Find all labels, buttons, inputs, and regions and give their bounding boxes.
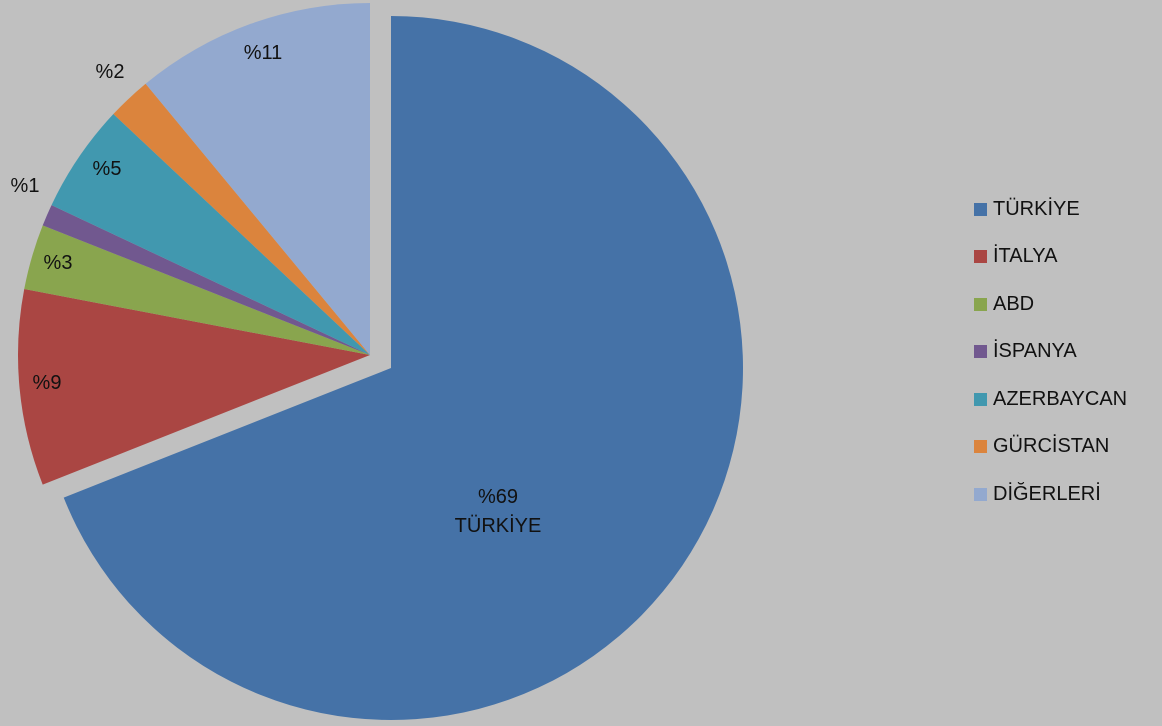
legend-swatch-2 bbox=[974, 297, 987, 311]
pie-slice-2 bbox=[24, 225, 370, 355]
legend-item-3: İSPANYA bbox=[974, 340, 1127, 364]
pie-slice-0 bbox=[63, 16, 743, 720]
legend-label-2: ABD bbox=[993, 292, 1035, 315]
legend-item-4: AZERBAYCAN bbox=[974, 387, 1127, 411]
slice-label-0: %69 bbox=[478, 486, 518, 508]
legend-label-3: İSPANYA bbox=[993, 340, 1077, 362]
legend-swatch-6 bbox=[974, 487, 987, 501]
pie-slice-5 bbox=[113, 83, 370, 356]
legend-item-5: GÜRCİSTAN bbox=[974, 435, 1127, 459]
legend-item-0: TÜRKİYE bbox=[974, 197, 1127, 221]
legend-item-2: ABD bbox=[974, 292, 1127, 316]
legend-item-6: DİĞERLERİ bbox=[974, 482, 1127, 506]
legend-swatch-1 bbox=[974, 250, 987, 263]
slice-label-6: %11 bbox=[244, 42, 283, 64]
slice-label-4: %5 bbox=[93, 158, 122, 180]
pie-slice-1 bbox=[17, 289, 370, 485]
slice-label-5: %2 bbox=[96, 61, 125, 83]
pie-slice-6 bbox=[145, 3, 370, 355]
legend-swatch-4 bbox=[974, 392, 987, 406]
pie-slice-4 bbox=[51, 114, 370, 355]
legend-swatch-0 bbox=[974, 202, 987, 216]
legend: TÜRKİYE İTALYA ABD İSPANYA AZERBAYCAN GÜRCİST… bbox=[974, 197, 1127, 530]
legend-label-4: AZERBAYCAN bbox=[993, 387, 1128, 410]
legend-label-6: DİĞERLERİ bbox=[993, 482, 1101, 505]
slice-label-2: %3 bbox=[44, 252, 73, 274]
legend-item-1: İTALYA bbox=[974, 245, 1127, 269]
legend-swatch-5 bbox=[974, 440, 987, 453]
legend-swatch-3 bbox=[974, 345, 987, 358]
pie-slice-3 bbox=[42, 205, 370, 355]
legend-label-0: TÜRKİYE bbox=[993, 197, 1080, 220]
legend-label-1: İTALYA bbox=[993, 245, 1058, 267]
slice-sublabel-0: TÜRKİYE bbox=[455, 514, 542, 537]
slice-label-1: %9 bbox=[33, 372, 62, 394]
slice-label-3: %1 bbox=[11, 175, 40, 197]
legend-label-5: GÜRCİSTAN bbox=[993, 435, 1110, 457]
